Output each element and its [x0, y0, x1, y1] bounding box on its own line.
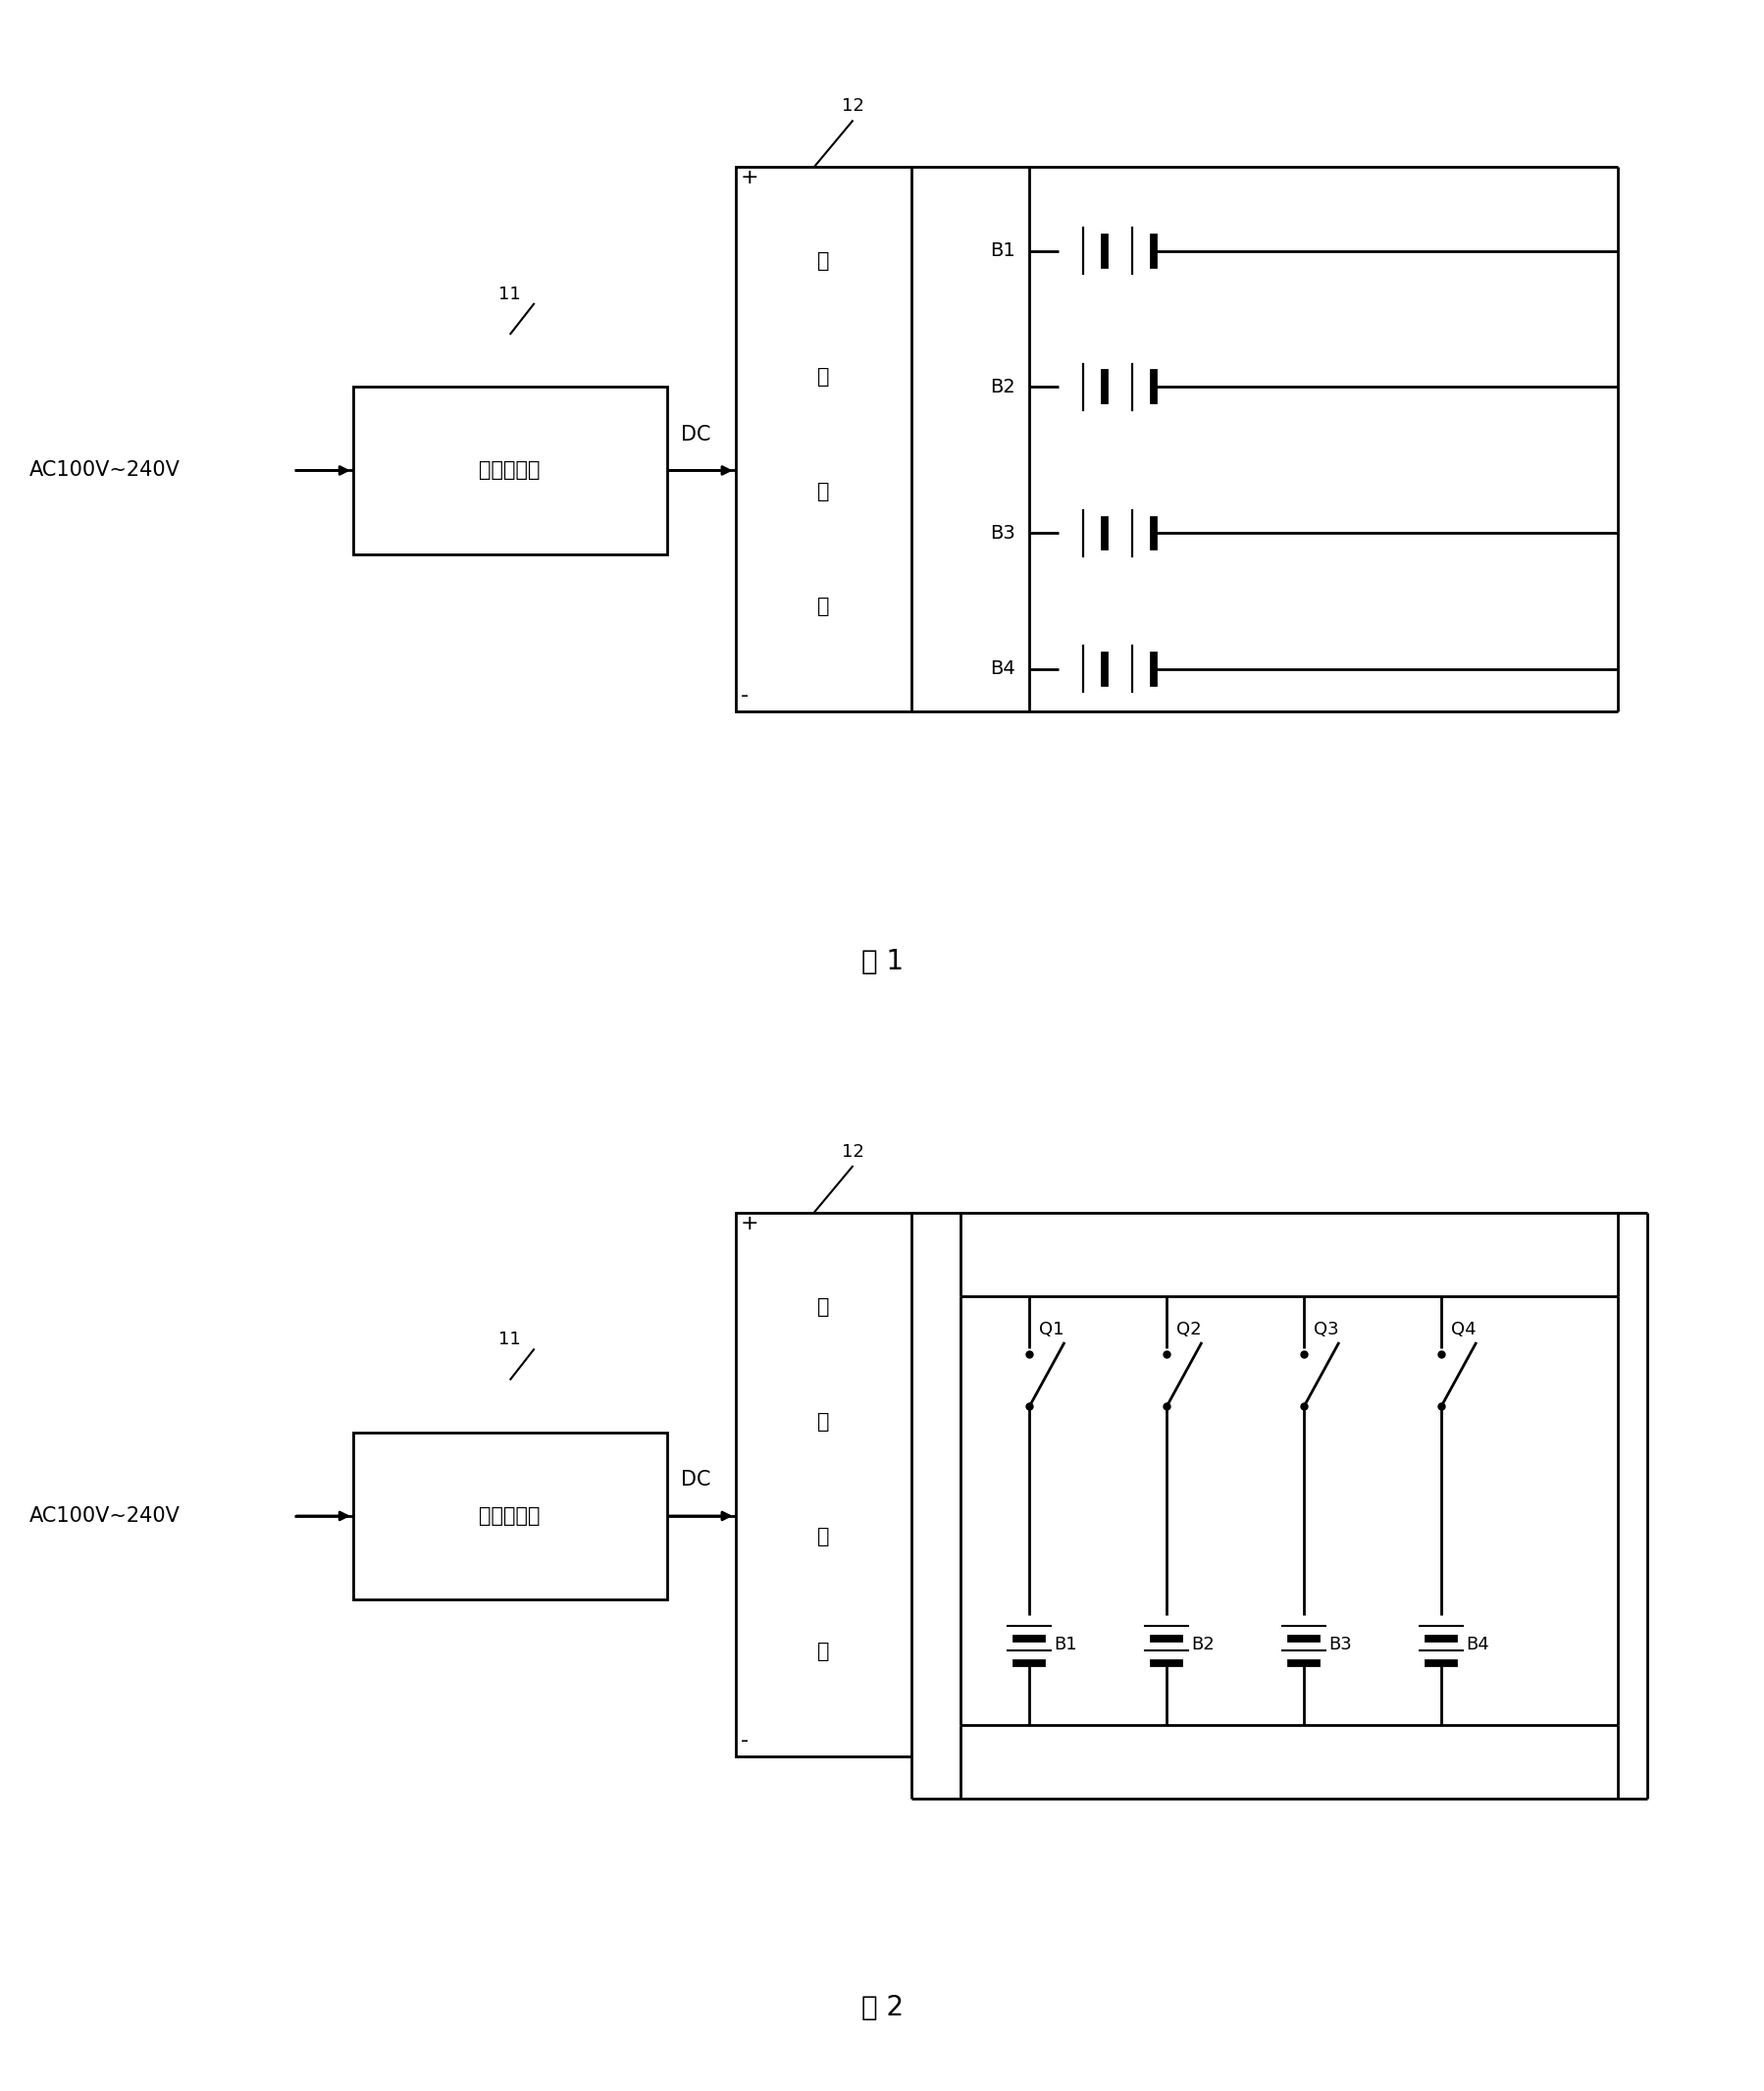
Text: B1: B1: [1053, 1635, 1076, 1654]
Text: 充: 充: [817, 1296, 829, 1317]
Text: Q2: Q2: [1177, 1322, 1201, 1338]
Bar: [736, 167, 912, 711]
Text: AC100V~240V: AC100V~240V: [30, 460, 180, 481]
Bar: [353, 1432, 667, 1600]
Text: 11: 11: [499, 1332, 520, 1349]
Text: Q4: Q4: [1450, 1322, 1475, 1338]
Text: B4: B4: [990, 661, 1014, 677]
Text: B1: B1: [990, 243, 1014, 259]
Text: 充: 充: [817, 251, 829, 272]
Text: +: +: [739, 1213, 759, 1234]
Text: DC: DC: [681, 424, 711, 445]
Text: 路: 路: [817, 596, 829, 617]
Text: -: -: [739, 1731, 748, 1750]
Bar: [736, 1213, 912, 1756]
Text: Q3: Q3: [1312, 1322, 1339, 1338]
Text: Q1: Q1: [1039, 1322, 1064, 1338]
Text: 图 2: 图 2: [861, 1993, 903, 2022]
Text: 12: 12: [841, 98, 864, 115]
Text: B4: B4: [1466, 1635, 1489, 1654]
Text: 电: 电: [817, 481, 829, 502]
Text: B2: B2: [1191, 1635, 1214, 1654]
Text: -: -: [739, 686, 748, 705]
Text: +: +: [739, 167, 759, 188]
Text: 电: 电: [817, 1411, 829, 1432]
Text: 电: 电: [817, 366, 829, 387]
Text: 图 1: 图 1: [861, 947, 903, 976]
Text: DC: DC: [681, 1470, 711, 1489]
Text: 12: 12: [841, 1144, 864, 1161]
Text: AC100V~240V: AC100V~240V: [30, 1506, 180, 1526]
Text: B3: B3: [990, 525, 1014, 542]
Bar: [353, 387, 667, 554]
Text: 电: 电: [817, 1526, 829, 1547]
Text: 11: 11: [499, 286, 520, 303]
Text: B3: B3: [1328, 1635, 1351, 1654]
Text: 电源转换器: 电源转换器: [480, 460, 540, 481]
Text: 电源转换器: 电源转换器: [480, 1506, 540, 1526]
Text: 路: 路: [817, 1641, 829, 1662]
Text: B2: B2: [990, 378, 1014, 395]
